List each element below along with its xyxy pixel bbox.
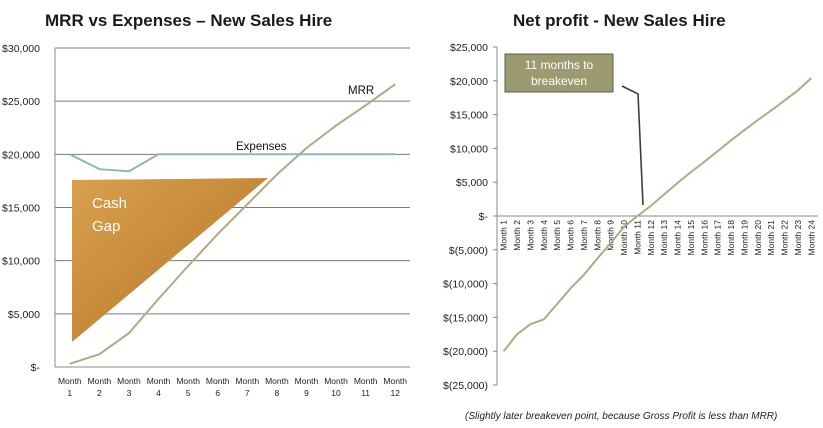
net-profit-chart: Net profit - New Sales Hire $(25,000)$(2… xyxy=(443,11,818,422)
series-line-mrr xyxy=(69,83,396,365)
cash-gap-label-line2: Gap xyxy=(92,218,120,235)
right-x-tick-label: Month 19 xyxy=(739,220,749,256)
right-chart-footnote: (Slightly later breakeven point, because… xyxy=(465,411,777,422)
left-x-tick-label: Month xyxy=(235,376,259,386)
left-y-tick-label: $10,000 xyxy=(2,256,40,268)
right-y-tick-label: $(15,000) xyxy=(443,312,488,324)
left-series-lines xyxy=(69,83,396,365)
breakeven-callout: 11 months to breakeven xyxy=(504,53,644,206)
left-x-tick-label: Month xyxy=(88,376,112,386)
cash-gap-region xyxy=(72,178,268,342)
left-x-tick-label: 4 xyxy=(156,388,161,398)
right-y-tick-label: $- xyxy=(479,211,489,223)
right-y-tick-label: $15,000 xyxy=(450,110,488,122)
right-x-tick-label: Month 22 xyxy=(780,220,790,256)
right-x-tick-label: Month 17 xyxy=(713,220,723,256)
right-x-tick-label: Month 1 xyxy=(499,220,509,251)
right-y-tick-label: $25,000 xyxy=(450,42,488,54)
mrr-series-label: MRR xyxy=(348,85,374,97)
right-x-tick-label: Month 8 xyxy=(592,220,602,251)
right-x-tick-label: Month 7 xyxy=(579,220,589,251)
right-x-tick-label: Month 18 xyxy=(726,220,736,256)
left-y-tick-label: $30,000 xyxy=(2,43,40,55)
left-x-tick-label: Month xyxy=(295,376,319,386)
right-x-tick-label: Month 14 xyxy=(673,220,683,256)
right-x-tick-label: Month 3 xyxy=(525,220,535,251)
breakeven-callout-line1: 11 months to xyxy=(525,58,594,72)
right-y-tick-label: $(10,000) xyxy=(443,279,488,291)
left-x-tick-label: 8 xyxy=(275,388,280,398)
left-y-tick-label: $15,000 xyxy=(2,203,40,215)
left-x-tick-label: 2 xyxy=(97,388,102,398)
right-x-axis: Month 1 Month 2 Month 3 Month 4 Month 5 Month… xyxy=(497,215,818,256)
right-x-tick-label: Month 23 xyxy=(793,220,803,256)
right-x-tick-label: Month 24 xyxy=(806,220,816,256)
left-x-tick-label: 6 xyxy=(215,388,220,398)
right-x-tick-label: Month 20 xyxy=(753,220,763,256)
right-y-tick-label: $(25,000) xyxy=(443,380,488,392)
left-x-tick-label: 12 xyxy=(390,388,400,398)
right-x-tick-label: Month 4 xyxy=(539,220,549,251)
right-y-tick-label: $(20,000) xyxy=(443,346,488,358)
right-x-tick-label: Month 6 xyxy=(566,220,576,251)
right-x-tick-label: Month 9 xyxy=(606,220,616,251)
left-x-tick-label: Month xyxy=(354,376,378,386)
left-x-tick-label: 1 xyxy=(67,388,72,398)
left-y-tick-label: $20,000 xyxy=(2,149,40,161)
right-x-tick-label: Month 15 xyxy=(686,220,696,256)
left-x-tick-label: Month xyxy=(324,376,348,386)
breakeven-callout-pointer xyxy=(621,85,644,206)
left-x-tick-label: Month xyxy=(58,376,82,386)
right-x-tick-label: Month 16 xyxy=(699,220,709,256)
expenses-series-label: Expenses xyxy=(236,141,287,153)
left-x-tick-label: 5 xyxy=(186,388,191,398)
left-x-tick-label: 9 xyxy=(304,388,309,398)
right-chart-title: Net profit - New Sales Hire xyxy=(513,11,726,30)
cash-gap-label-line1: Cash xyxy=(92,195,127,212)
right-y-tick-label: $20,000 xyxy=(450,76,488,88)
left-y-tick-label: $25,000 xyxy=(2,96,40,108)
left-y-axis: $- $5,000 $10,000 $15,000 $20,000 $25,000 $30,… xyxy=(2,43,40,374)
right-x-tick-label: Month 5 xyxy=(552,220,562,251)
right-y-tick-label: $(5,000) xyxy=(449,245,488,257)
left-x-tick-label: Month xyxy=(265,376,289,386)
right-x-tick-label: Month 2 xyxy=(512,220,522,251)
breakeven-callout-line2: breakeven xyxy=(531,74,587,88)
left-x-tick-label: Month xyxy=(383,376,407,386)
left-y-tick-label: $- xyxy=(31,362,41,374)
left-x-tick-label: Month xyxy=(147,376,171,386)
right-y-axis: $(25,000) $(20,000) $(15,000) $(10,000) $(5,… xyxy=(443,42,498,392)
left-x-tick-label: 7 xyxy=(245,388,250,398)
left-x-axis: Month 1 Month 2 Month 3 Month 4 Month 5 Month 6 Mont… xyxy=(58,376,407,398)
right-series-lines xyxy=(502,77,812,352)
mrr-vs-expenses-chart: MRR vs Expenses – New Sales Hire $- $5,00… xyxy=(2,11,410,398)
series-line-net-profit xyxy=(502,77,812,352)
right-x-tick-label: Month 12 xyxy=(646,220,656,256)
left-x-tick-label: 11 xyxy=(361,388,370,398)
right-x-tick-label: Month 10 xyxy=(619,220,629,256)
series-line-expenses xyxy=(69,153,396,173)
left-y-tick-label: $5,000 xyxy=(8,309,40,321)
right-x-tick-label: Month 13 xyxy=(659,220,669,256)
left-x-tick-label: Month xyxy=(176,376,200,386)
left-x-tick-label: 10 xyxy=(331,388,341,398)
left-x-tick-label: Month xyxy=(117,376,141,386)
left-x-tick-label: Month xyxy=(206,376,230,386)
right-x-tick-label: Month 11 xyxy=(632,220,642,255)
right-y-tick-label: $10,000 xyxy=(450,143,488,155)
right-x-tick-label: Month 21 xyxy=(766,220,776,256)
left-x-tick-label: 3 xyxy=(127,388,132,398)
left-chart-title: MRR vs Expenses – New Sales Hire xyxy=(45,11,332,30)
breakeven-callout-box xyxy=(504,53,614,93)
right-y-tick-label: $5,000 xyxy=(456,177,488,189)
